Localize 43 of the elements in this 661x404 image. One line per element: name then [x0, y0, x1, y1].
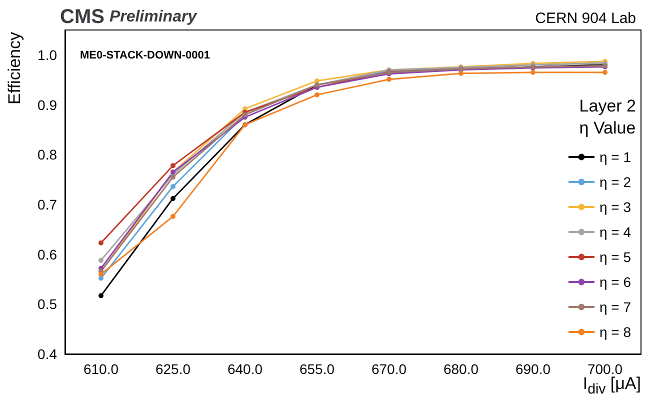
x-tick-label: 700.0 — [587, 361, 623, 377]
legend-label: η = 2 — [599, 174, 632, 190]
point — [530, 70, 536, 75]
point — [314, 92, 320, 98]
x-tick-label: 690.0 — [515, 361, 551, 377]
y-tick-label: 0.8 — [38, 146, 58, 163]
point — [98, 272, 104, 277]
x-tick-label: 610.0 — [83, 361, 119, 377]
legend-label: η = 4 — [599, 224, 632, 240]
point — [170, 184, 176, 190]
legend-label: η = 1 — [599, 149, 632, 165]
y-axis-title: Efficiency — [5, 32, 24, 104]
x-axis-title: I$_{div}$ [μA] — [582, 374, 641, 398]
y-tick-label: 0.6 — [38, 246, 58, 262]
point — [98, 240, 104, 246]
legend-label: η = 6 — [599, 274, 632, 290]
point — [602, 70, 608, 75]
point — [98, 258, 104, 263]
point — [170, 214, 176, 219]
y-tick-label: 0.9 — [38, 96, 58, 113]
annotation: ME0-STACK-DOWN-0001 — [80, 50, 210, 62]
y-tick-label: 0.4 — [38, 346, 58, 362]
point — [170, 196, 176, 201]
x-tick-label: 655.0 — [299, 361, 335, 377]
x-tick-label: 680.0 — [443, 361, 479, 377]
chart-title: CMS Preliminary — [60, 6, 198, 28]
point — [98, 293, 104, 298]
point — [386, 76, 392, 82]
legend-title: Layer 2 η Value — [579, 96, 636, 138]
y-tick-label: 0.5 — [38, 296, 58, 312]
x-tick-label: 625.0 — [155, 361, 191, 377]
legend-label: η = 7 — [599, 299, 632, 315]
point — [170, 174, 176, 180]
legend-label: η = 8 — [599, 324, 632, 340]
x-tick-label: 640.0 — [227, 361, 263, 377]
legend-label: η = 5 — [599, 249, 632, 265]
y-tick-label: 1.0 — [38, 46, 58, 63]
x-tick-label: 670.0 — [371, 361, 407, 377]
point — [458, 70, 464, 76]
point — [170, 163, 176, 168]
legend-label: η = 3 — [599, 199, 632, 215]
chart-subtitle: CERN 904 Lab — [535, 10, 636, 27]
y-tick-label: 0.7 — [38, 196, 58, 212]
